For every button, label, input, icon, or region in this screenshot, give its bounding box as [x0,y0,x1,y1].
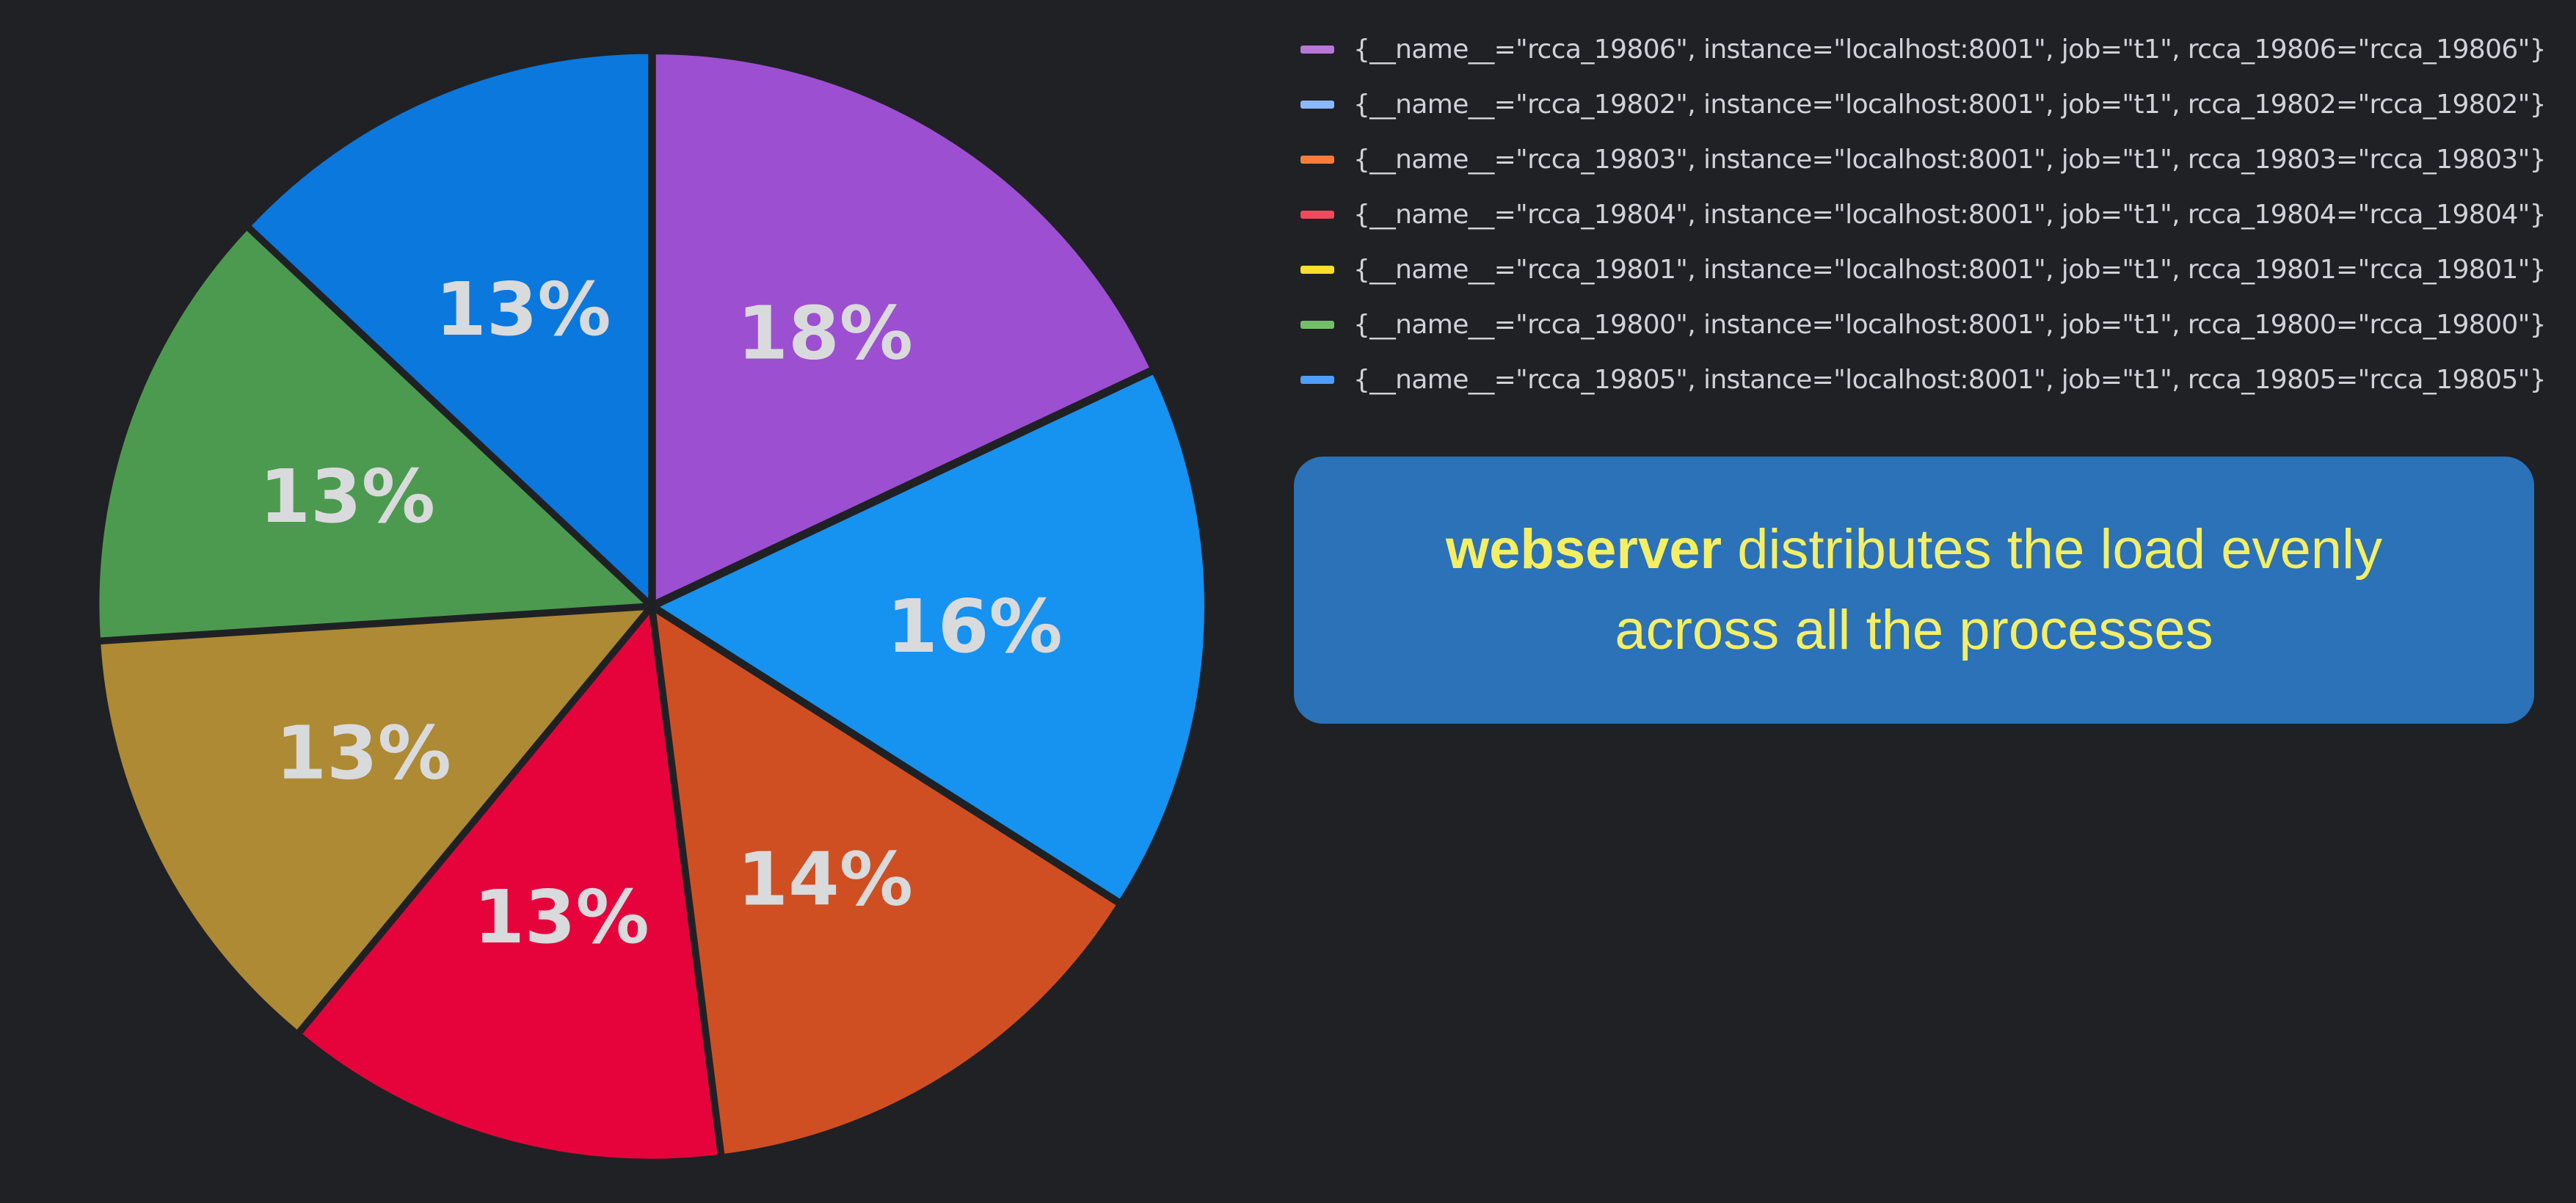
legend-swatch-0 [1300,46,1334,54]
slice-label-2: 14% [738,837,913,923]
callout-body: distributes the load evenly across all t… [1615,518,2382,661]
pie-slice-4 [98,606,651,1034]
slice-label-1: 16% [887,584,1062,669]
callout-text: webserver distributes the load evenly ac… [1364,509,2464,671]
callout-box: webserver distributes the load evenly ac… [1294,457,2534,724]
slice-label-6: 13% [435,266,611,352]
legend-label-2: {__name__="rcca_19803", instance="localh… [1353,145,2547,175]
legend-label-4: {__name__="rcca_19801", instance="localh… [1353,255,2547,285]
legend-item-6[interactable]: {__name__="rcca_19805", instance="localh… [1300,352,2570,407]
slice-label-4: 13% [276,710,451,796]
legend-item-0[interactable]: {__name__="rcca_19806", instance="localh… [1300,22,2570,77]
legend-swatch-6 [1300,376,1334,384]
legend-swatch-1 [1300,101,1334,109]
callout-emphasis: webserver [1446,518,1722,581]
pie-slice-3 [298,607,721,1162]
slice-label-0: 18% [738,290,913,376]
legend-item-3[interactable]: {__name__="rcca_19804", instance="localh… [1300,187,2570,242]
slice-label-3: 13% [473,874,649,960]
pie-chart: 18% 16% 14% 13% 13% 13% 13% [0,0,1248,1203]
pie-slice-6 [247,51,652,606]
legend-label-1: {__name__="rcca_19802", instance="localh… [1353,90,2547,120]
legend-swatch-3 [1300,211,1334,219]
pie-svg: 18% 16% 14% 13% 13% 13% 13% [96,51,1207,1162]
legend-label-6: {__name__="rcca_19805", instance="localh… [1353,365,2547,395]
pie-slice-0 [652,51,1154,605]
legend-swatch-2 [1300,156,1334,164]
legend-item-4[interactable]: {__name__="rcca_19801", instance="localh… [1300,242,2570,297]
legend: {__name__="rcca_19806", instance="localh… [1300,22,2570,407]
legend-label-3: {__name__="rcca_19804", instance="localh… [1353,200,2547,230]
legend-label-5: {__name__="rcca_19800", instance="localh… [1353,310,2547,340]
legend-item-2[interactable]: {__name__="rcca_19803", instance="localh… [1300,132,2570,187]
pie-slice-2 [652,607,1121,1157]
legend-item-1[interactable]: {__name__="rcca_19802", instance="localh… [1300,77,2570,132]
pie-slice-5 [96,226,651,641]
legend-item-5[interactable]: {__name__="rcca_19800", instance="localh… [1300,297,2570,352]
legend-swatch-4 [1300,266,1334,274]
slice-label-5: 13% [260,454,435,539]
legend-label-0: {__name__="rcca_19806", instance="localh… [1353,34,2547,65]
pie-slice-1 [653,371,1207,904]
legend-swatch-5 [1300,321,1334,329]
